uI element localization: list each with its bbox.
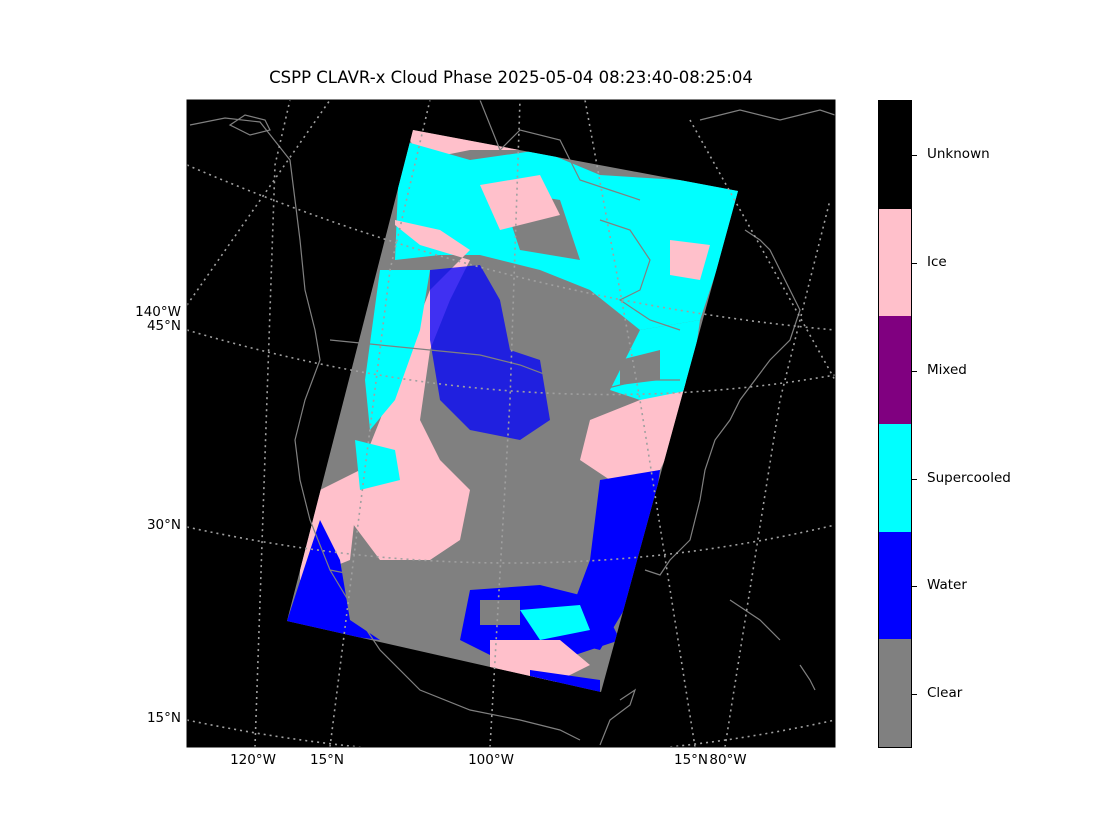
- colorbar-tick: [911, 371, 917, 372]
- colorbar-segment-ice: [879, 208, 911, 317]
- graticule: [187, 100, 835, 747]
- colorbar-label-water: Water: [927, 577, 967, 593]
- coastlines: [189, 100, 835, 746]
- lat-label-15n: 15°N: [146, 710, 181, 726]
- colorbar-segment-mixed: [879, 316, 911, 425]
- colorbar-label-clear: Clear: [927, 685, 963, 701]
- colorbar-segment-unknown: [879, 101, 911, 209]
- lat-label-140w: 140°W: [135, 304, 181, 320]
- colorbar-tick: [911, 479, 917, 480]
- lon-label-100w: 100°W: [468, 752, 514, 768]
- map-title: CSPP CLAVR-x Cloud Phase 2025-05-04 08:2…: [269, 68, 753, 87]
- lon-label-80w: 80°W: [709, 752, 747, 768]
- colorbar-label-mixed: Mixed: [927, 362, 967, 378]
- colorbar-segment-water: [879, 531, 911, 640]
- colorbar-segment-supercooled: [879, 424, 911, 532]
- lon-label-15n-right: 15°N: [673, 752, 709, 768]
- colorbar-tick: [911, 263, 917, 264]
- colorbar-segment-clear: [879, 639, 911, 748]
- colorbar-tick: [911, 694, 917, 695]
- colorbar: [878, 100, 912, 748]
- colorbar-label-unknown: Unknown: [927, 146, 990, 162]
- colorbar-tick: [911, 586, 917, 587]
- lon-label-15n-left: 15°N: [309, 752, 345, 768]
- map-frame: [186, 99, 836, 748]
- colorbar-tick: [911, 155, 917, 156]
- colorbar-label-ice: Ice: [927, 254, 947, 270]
- lat-label-30n: 30°N: [146, 517, 181, 533]
- cloud-phase-swath: [287, 130, 738, 692]
- colorbar-label-supercooled: Supercooled: [927, 470, 1011, 486]
- lat-label-45n: 45°N: [146, 318, 181, 334]
- lon-label-120w: 120°W: [230, 752, 276, 768]
